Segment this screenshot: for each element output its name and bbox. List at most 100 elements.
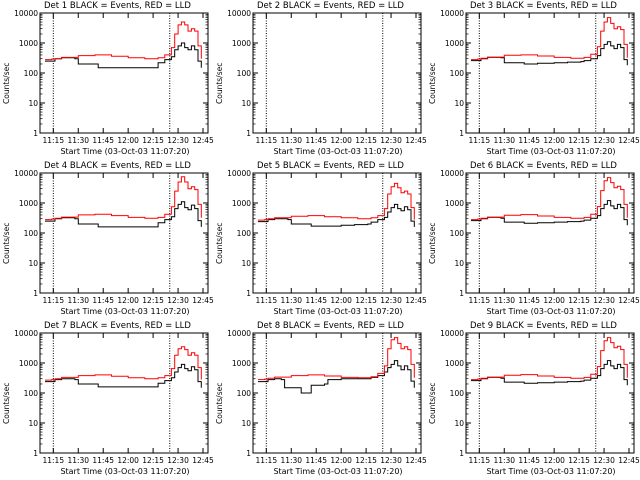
detector-panel-1: 1 10 100 1000 10000 11:15 11:30 11:45 12:00 12:15… xyxy=(0,0,214,160)
y-axis-title: Counts/sec xyxy=(2,62,11,104)
plot-canvas: 1 10 100 1000 10000 11:15 11:30 11:45 12:00 12:15… xyxy=(14,329,214,465)
plot-canvas: 1 10 100 1000 10000 11:15 11:30 11:45 12:00 12:15… xyxy=(227,169,427,305)
x-tick-label: 12:45 xyxy=(192,456,214,465)
lld-series-line xyxy=(258,182,415,221)
plot-canvas: 1 10 100 1000 10000 11:15 11:30 11:45 12:00 12:15… xyxy=(14,9,214,145)
y-tick-label: 10 xyxy=(241,419,251,428)
detector-panel-9: 1 10 100 1000 10000 11:15 11:30 11:45 12:00 12:15… xyxy=(426,320,640,480)
y-tick-label: 1 xyxy=(33,449,38,458)
x-tick-label: 12:00 xyxy=(330,136,352,145)
detector-panel-4: 1 10 100 1000 10000 11:15 11:30 11:45 12:00 12:15… xyxy=(0,160,214,320)
y-axis-title: Counts/sec xyxy=(428,382,437,424)
x-tick-label: 12:30 xyxy=(593,456,615,465)
x-tick-label: 12:00 xyxy=(330,296,352,305)
x-axis-title: Start Time (03-Oct-03 11:07:20) xyxy=(486,307,616,316)
y-tick-label: 1 xyxy=(459,289,464,298)
x-tick-label: 12:00 xyxy=(117,136,139,145)
x-tick-label: 11:15 xyxy=(468,136,490,145)
plot-canvas: 1 10 100 1000 10000 11:15 11:30 11:45 12:00 12:15… xyxy=(440,169,640,305)
x-tick-label: 12:00 xyxy=(117,296,139,305)
y-tick-label: 10000 xyxy=(14,169,38,178)
y-tick-label: 1 xyxy=(246,129,251,138)
x-tick-label: 11:45 xyxy=(92,296,114,305)
y-tick-label: 10 xyxy=(454,259,464,268)
y-tick-label: 10 xyxy=(241,99,251,108)
y-tick-label: 1000 xyxy=(445,359,464,368)
panel-title: Det 5 BLACK = Events, RED = LLD xyxy=(257,161,404,171)
y-tick-label: 10000 xyxy=(14,9,38,18)
events-series-line xyxy=(258,203,415,227)
x-tick-label: 11:30 xyxy=(280,136,302,145)
plot-canvas: 1 10 100 1000 10000 11:15 11:30 11:45 12:00 12:15… xyxy=(227,329,427,465)
lld-series-line xyxy=(258,337,415,381)
x-tick-label: 11:30 xyxy=(67,456,89,465)
events-series-line xyxy=(45,42,202,69)
x-tick-label: 11:45 xyxy=(305,296,327,305)
x-tick-label: 12:45 xyxy=(405,296,427,305)
x-tick-label: 12:15 xyxy=(568,296,590,305)
plot-frame xyxy=(39,172,209,294)
x-tick-label: 12:00 xyxy=(543,296,565,305)
y-tick-label: 100 xyxy=(237,389,252,398)
x-tick-label: 12:00 xyxy=(543,136,565,145)
detector-panel-6: 1 10 100 1000 10000 11:15 11:30 11:45 12:00 12:15… xyxy=(426,160,640,320)
y-tick-label: 1 xyxy=(459,129,464,138)
detector-panel-7: 1 10 100 1000 10000 11:15 11:30 11:45 12:00 12:15… xyxy=(0,320,214,480)
y-axis-title: Counts/sec xyxy=(2,222,11,264)
x-tick-label: 11:45 xyxy=(305,136,327,145)
y-tick-label: 100 xyxy=(450,69,465,78)
x-tick-label: 11:45 xyxy=(305,456,327,465)
panel-title: Det 3 BLACK = Events, RED = LLD xyxy=(470,1,617,11)
plot-canvas: 1 10 100 1000 10000 11:15 11:30 11:45 12:00 12:15… xyxy=(227,9,427,145)
x-tick-label: 12:15 xyxy=(142,456,164,465)
y-axis-title: Counts/sec xyxy=(215,62,224,104)
x-tick-label: 12:30 xyxy=(380,296,402,305)
y-tick-label: 100 xyxy=(237,229,252,238)
x-tick-label: 12:00 xyxy=(117,456,139,465)
y-axis-title: Counts/sec xyxy=(2,382,11,424)
y-tick-label: 100 xyxy=(24,69,39,78)
plot-canvas: 1 10 100 1000 10000 11:15 11:30 11:45 12:00 12:15… xyxy=(440,329,640,465)
x-tick-label: 12:45 xyxy=(618,456,640,465)
x-tick-label: 11:15 xyxy=(255,296,277,305)
lld-series-line xyxy=(45,21,202,61)
detector-panel-5: 1 10 100 1000 10000 11:15 11:30 11:45 12:00 12:15… xyxy=(213,160,427,320)
events-series-line xyxy=(471,41,628,66)
plot-frame xyxy=(39,332,209,454)
panel-title: Det 1 BLACK = Events, RED = LLD xyxy=(44,1,191,11)
y-axis-title: Counts/sec xyxy=(215,382,224,424)
events-series-line xyxy=(471,360,628,386)
x-tick-label: 12:45 xyxy=(192,296,214,305)
y-tick-label: 10000 xyxy=(227,329,251,338)
y-axis-title: Counts/sec xyxy=(215,222,224,264)
y-axis-title: Counts/sec xyxy=(428,222,437,264)
y-tick-label: 10000 xyxy=(440,9,464,18)
y-tick-label: 1000 xyxy=(445,199,464,208)
x-tick-label: 11:45 xyxy=(518,136,540,145)
x-tick-label: 11:30 xyxy=(280,456,302,465)
events-series-line xyxy=(471,200,628,226)
lld-series-line xyxy=(471,337,628,381)
x-tick-label: 12:15 xyxy=(142,136,164,145)
y-tick-label: 10000 xyxy=(440,169,464,178)
x-tick-label: 12:15 xyxy=(568,456,590,465)
y-tick-label: 1 xyxy=(459,449,464,458)
panel-title: Det 2 BLACK = Events, RED = LLD xyxy=(257,1,404,11)
x-tick-label: 12:00 xyxy=(543,456,565,465)
x-tick-label: 11:15 xyxy=(468,296,490,305)
x-axis-title: Start Time (03-Oct-03 11:07:20) xyxy=(60,467,190,476)
panel-title: Det 4 BLACK = Events, RED = LLD xyxy=(44,161,191,171)
x-tick-label: 11:30 xyxy=(493,296,515,305)
y-tick-label: 1 xyxy=(246,449,251,458)
x-tick-label: 11:30 xyxy=(493,136,515,145)
x-tick-label: 12:45 xyxy=(405,456,427,465)
y-axis-title: Counts/sec xyxy=(428,62,437,104)
y-tick-label: 10 xyxy=(28,99,38,108)
x-tick-label: 12:30 xyxy=(593,136,615,145)
x-tick-label: 12:30 xyxy=(593,296,615,305)
y-tick-label: 10000 xyxy=(227,9,251,18)
x-tick-label: 11:45 xyxy=(92,136,114,145)
x-axis-title: Start Time (03-Oct-03 11:07:20) xyxy=(60,147,190,156)
x-tick-label: 11:30 xyxy=(280,296,302,305)
